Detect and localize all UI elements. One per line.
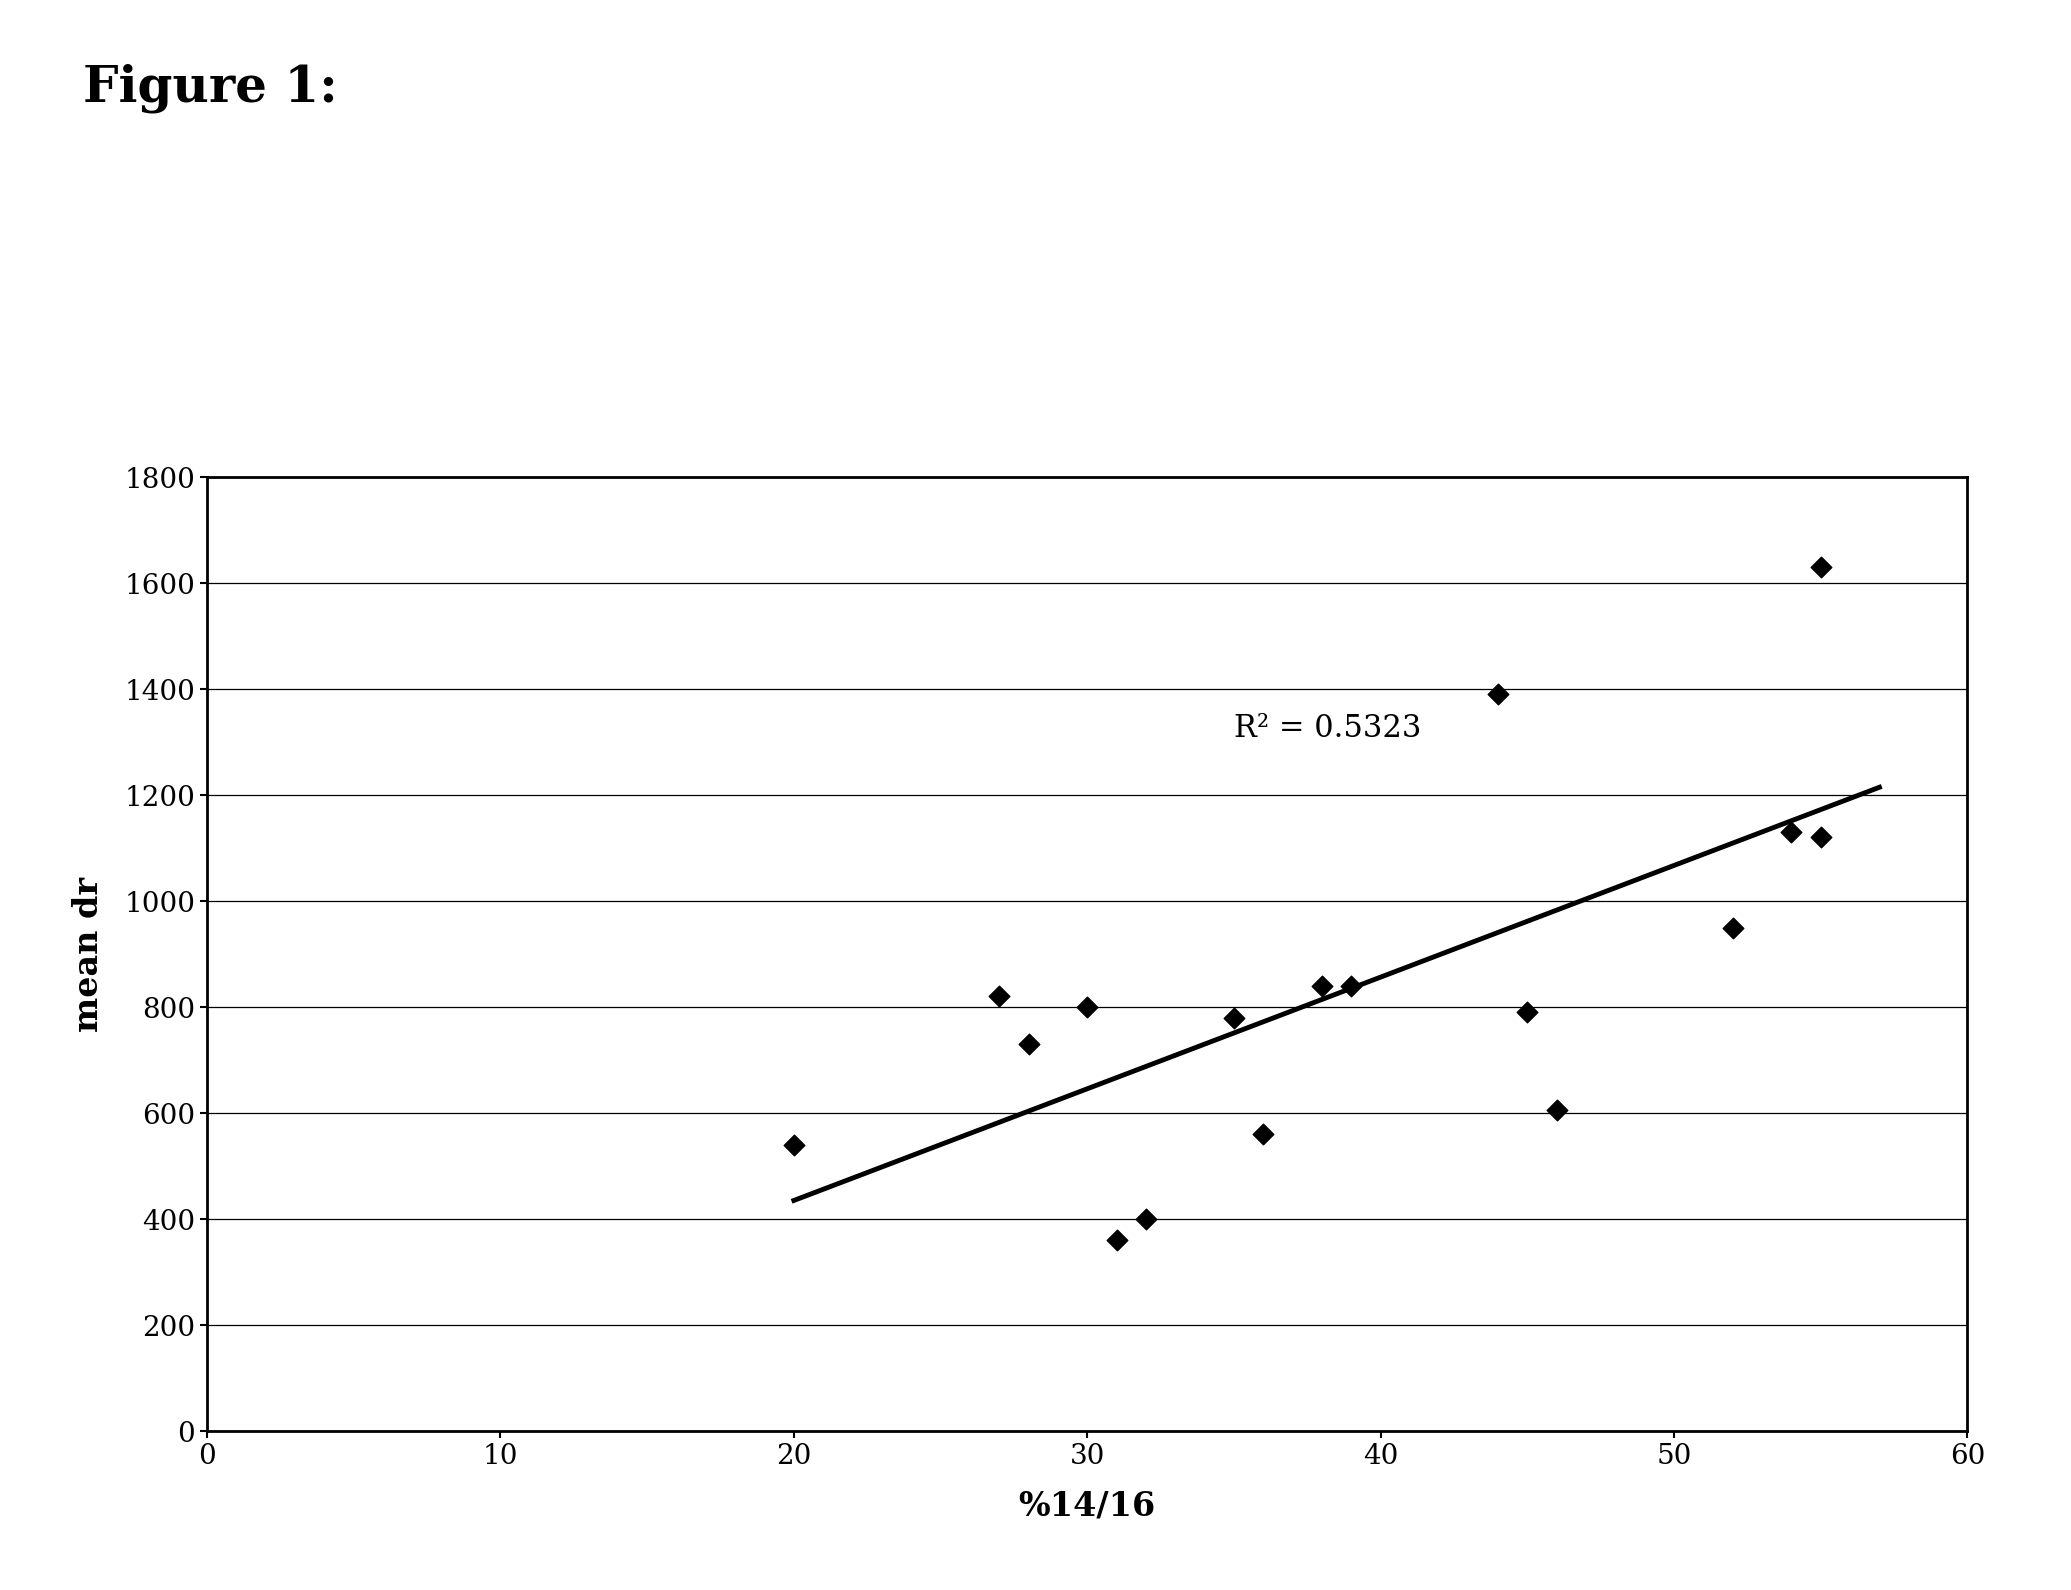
Y-axis label: mean dr: mean dr	[72, 876, 106, 1032]
Point	[1804, 555, 1837, 580]
X-axis label: %14/16: %14/16	[1019, 1490, 1156, 1522]
Point	[1305, 973, 1338, 999]
Point	[1717, 914, 1750, 940]
Point	[1218, 1005, 1251, 1030]
Text: Figure 1:: Figure 1:	[83, 64, 338, 113]
Point	[1334, 973, 1367, 999]
Point	[1510, 1000, 1543, 1026]
Point	[777, 1132, 810, 1158]
Text: R² = 0.5323: R² = 0.5323	[1234, 712, 1421, 744]
Point	[1481, 682, 1514, 708]
Point	[1541, 1097, 1574, 1123]
Point	[1071, 994, 1104, 1019]
Point	[1247, 1121, 1280, 1146]
Point	[982, 984, 1015, 1010]
Point	[1100, 1227, 1133, 1253]
Point	[1775, 819, 1808, 844]
Point	[1804, 825, 1837, 851]
Point	[1013, 1032, 1046, 1057]
Point	[1129, 1207, 1162, 1232]
